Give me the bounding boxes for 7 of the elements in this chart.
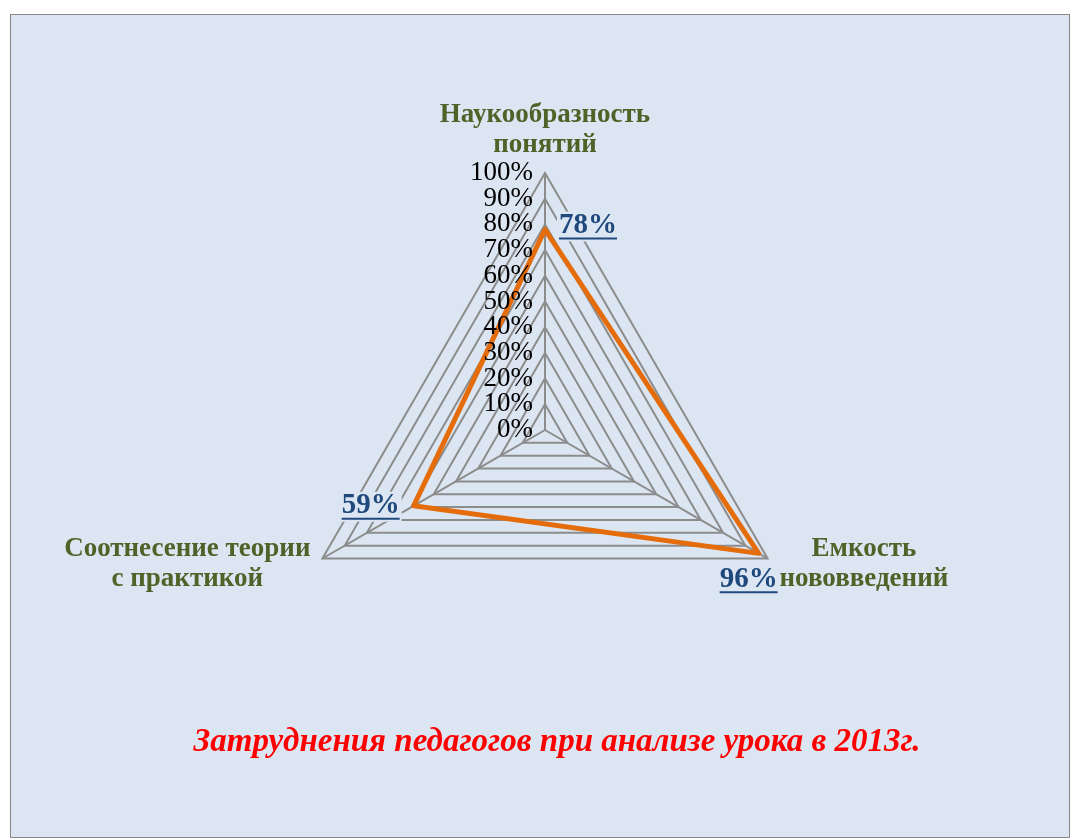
spoke-label: Наукообразность понятий [439,97,651,158]
data-label: 78% [559,207,617,240]
data-label: 96% [719,560,778,593]
data-label: 59% [341,487,400,520]
spoke-label: Соотнесение теории с практикой [64,532,311,593]
text: Затруднения педагогов при анализе урока в 2013г. [192,721,921,758]
spoke-label: Емкость нововведений [779,532,949,593]
